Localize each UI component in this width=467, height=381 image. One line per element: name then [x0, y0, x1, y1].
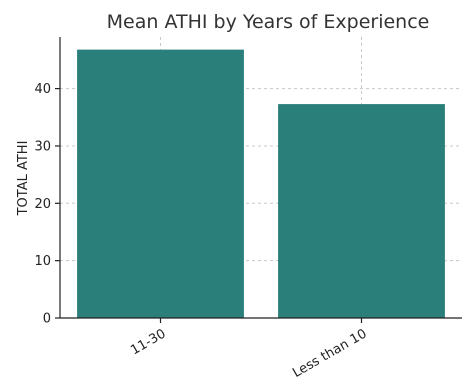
y-tick-label: 30 [34, 139, 51, 154]
bar [278, 104, 445, 318]
y-axis-label: TOTAL ATHI [16, 141, 31, 217]
x-tick-label: 11-30 [128, 326, 168, 358]
y-tick-label: 20 [34, 197, 51, 212]
x-tick-label: Less than 10 [290, 326, 369, 380]
y-tick-label: 10 [34, 254, 51, 269]
chart-title: Mean ATHI by Years of Experience [107, 11, 430, 33]
bar [77, 49, 244, 318]
y-tick-label: 40 [34, 82, 51, 97]
bars [77, 49, 445, 318]
axes [55, 37, 462, 323]
y-tick-label: 0 [43, 312, 51, 327]
